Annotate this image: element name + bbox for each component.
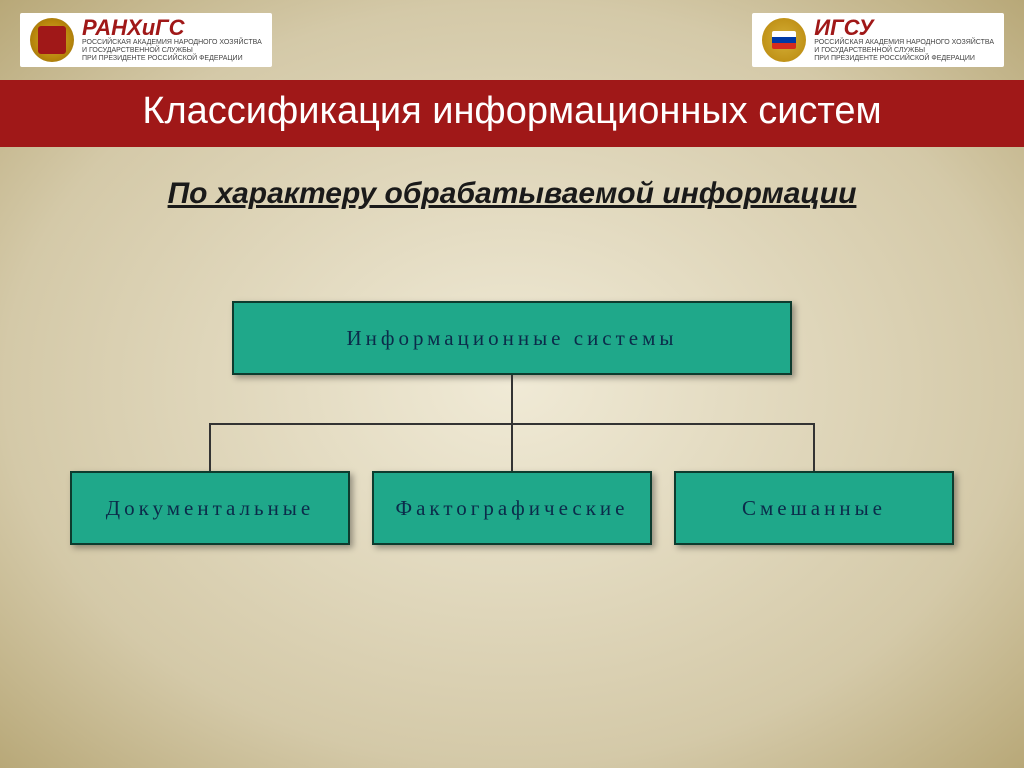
slide-subtitle: По характеру обрабатываемой информации (0, 177, 1024, 211)
tree-node-c3: Смешанные (674, 471, 954, 545)
logo-right-main: ИГСУ (814, 17, 994, 39)
emblem-icon (30, 18, 74, 62)
header-logos: РАНХиГС РОССИЙСКАЯ АКАДЕМИЯ НАРОДНОГО ХО… (0, 0, 1024, 80)
logo-left: РАНХиГС РОССИЙСКАЯ АКАДЕМИЯ НАРОДНОГО ХО… (20, 13, 272, 66)
logo-left-main: РАНХиГС (82, 17, 262, 39)
tree-node-root: Информационные системы (232, 301, 792, 375)
logo-left-text: РАНХиГС РОССИЙСКАЯ АКАДЕМИЯ НАРОДНОГО ХО… (82, 17, 262, 62)
tree-node-c2: Фактографические (372, 471, 652, 545)
tree-node-c1: Документальные (70, 471, 350, 545)
tree-connector (511, 375, 513, 423)
logo-right-text: ИГСУ РОССИЙСКАЯ АКАДЕМИЯ НАРОДНОГО ХОЗЯЙ… (814, 17, 994, 62)
tree-connector (209, 423, 211, 471)
logo-right-sub: РОССИЙСКАЯ АКАДЕМИЯ НАРОДНОГО ХОЗЯЙСТВА … (814, 39, 994, 62)
logo-right: ИГСУ РОССИЙСКАЯ АКАДЕМИЯ НАРОДНОГО ХОЗЯЙ… (752, 13, 1004, 66)
logo-left-sub: РОССИЙСКАЯ АКАДЕМИЯ НАРОДНОГО ХОЗЯЙСТВА … (82, 39, 262, 62)
tree-connector (813, 423, 815, 471)
slide-title: Классификация информационных систем (0, 80, 1024, 147)
tree-connector (511, 423, 513, 471)
emblem-icon (762, 18, 806, 62)
